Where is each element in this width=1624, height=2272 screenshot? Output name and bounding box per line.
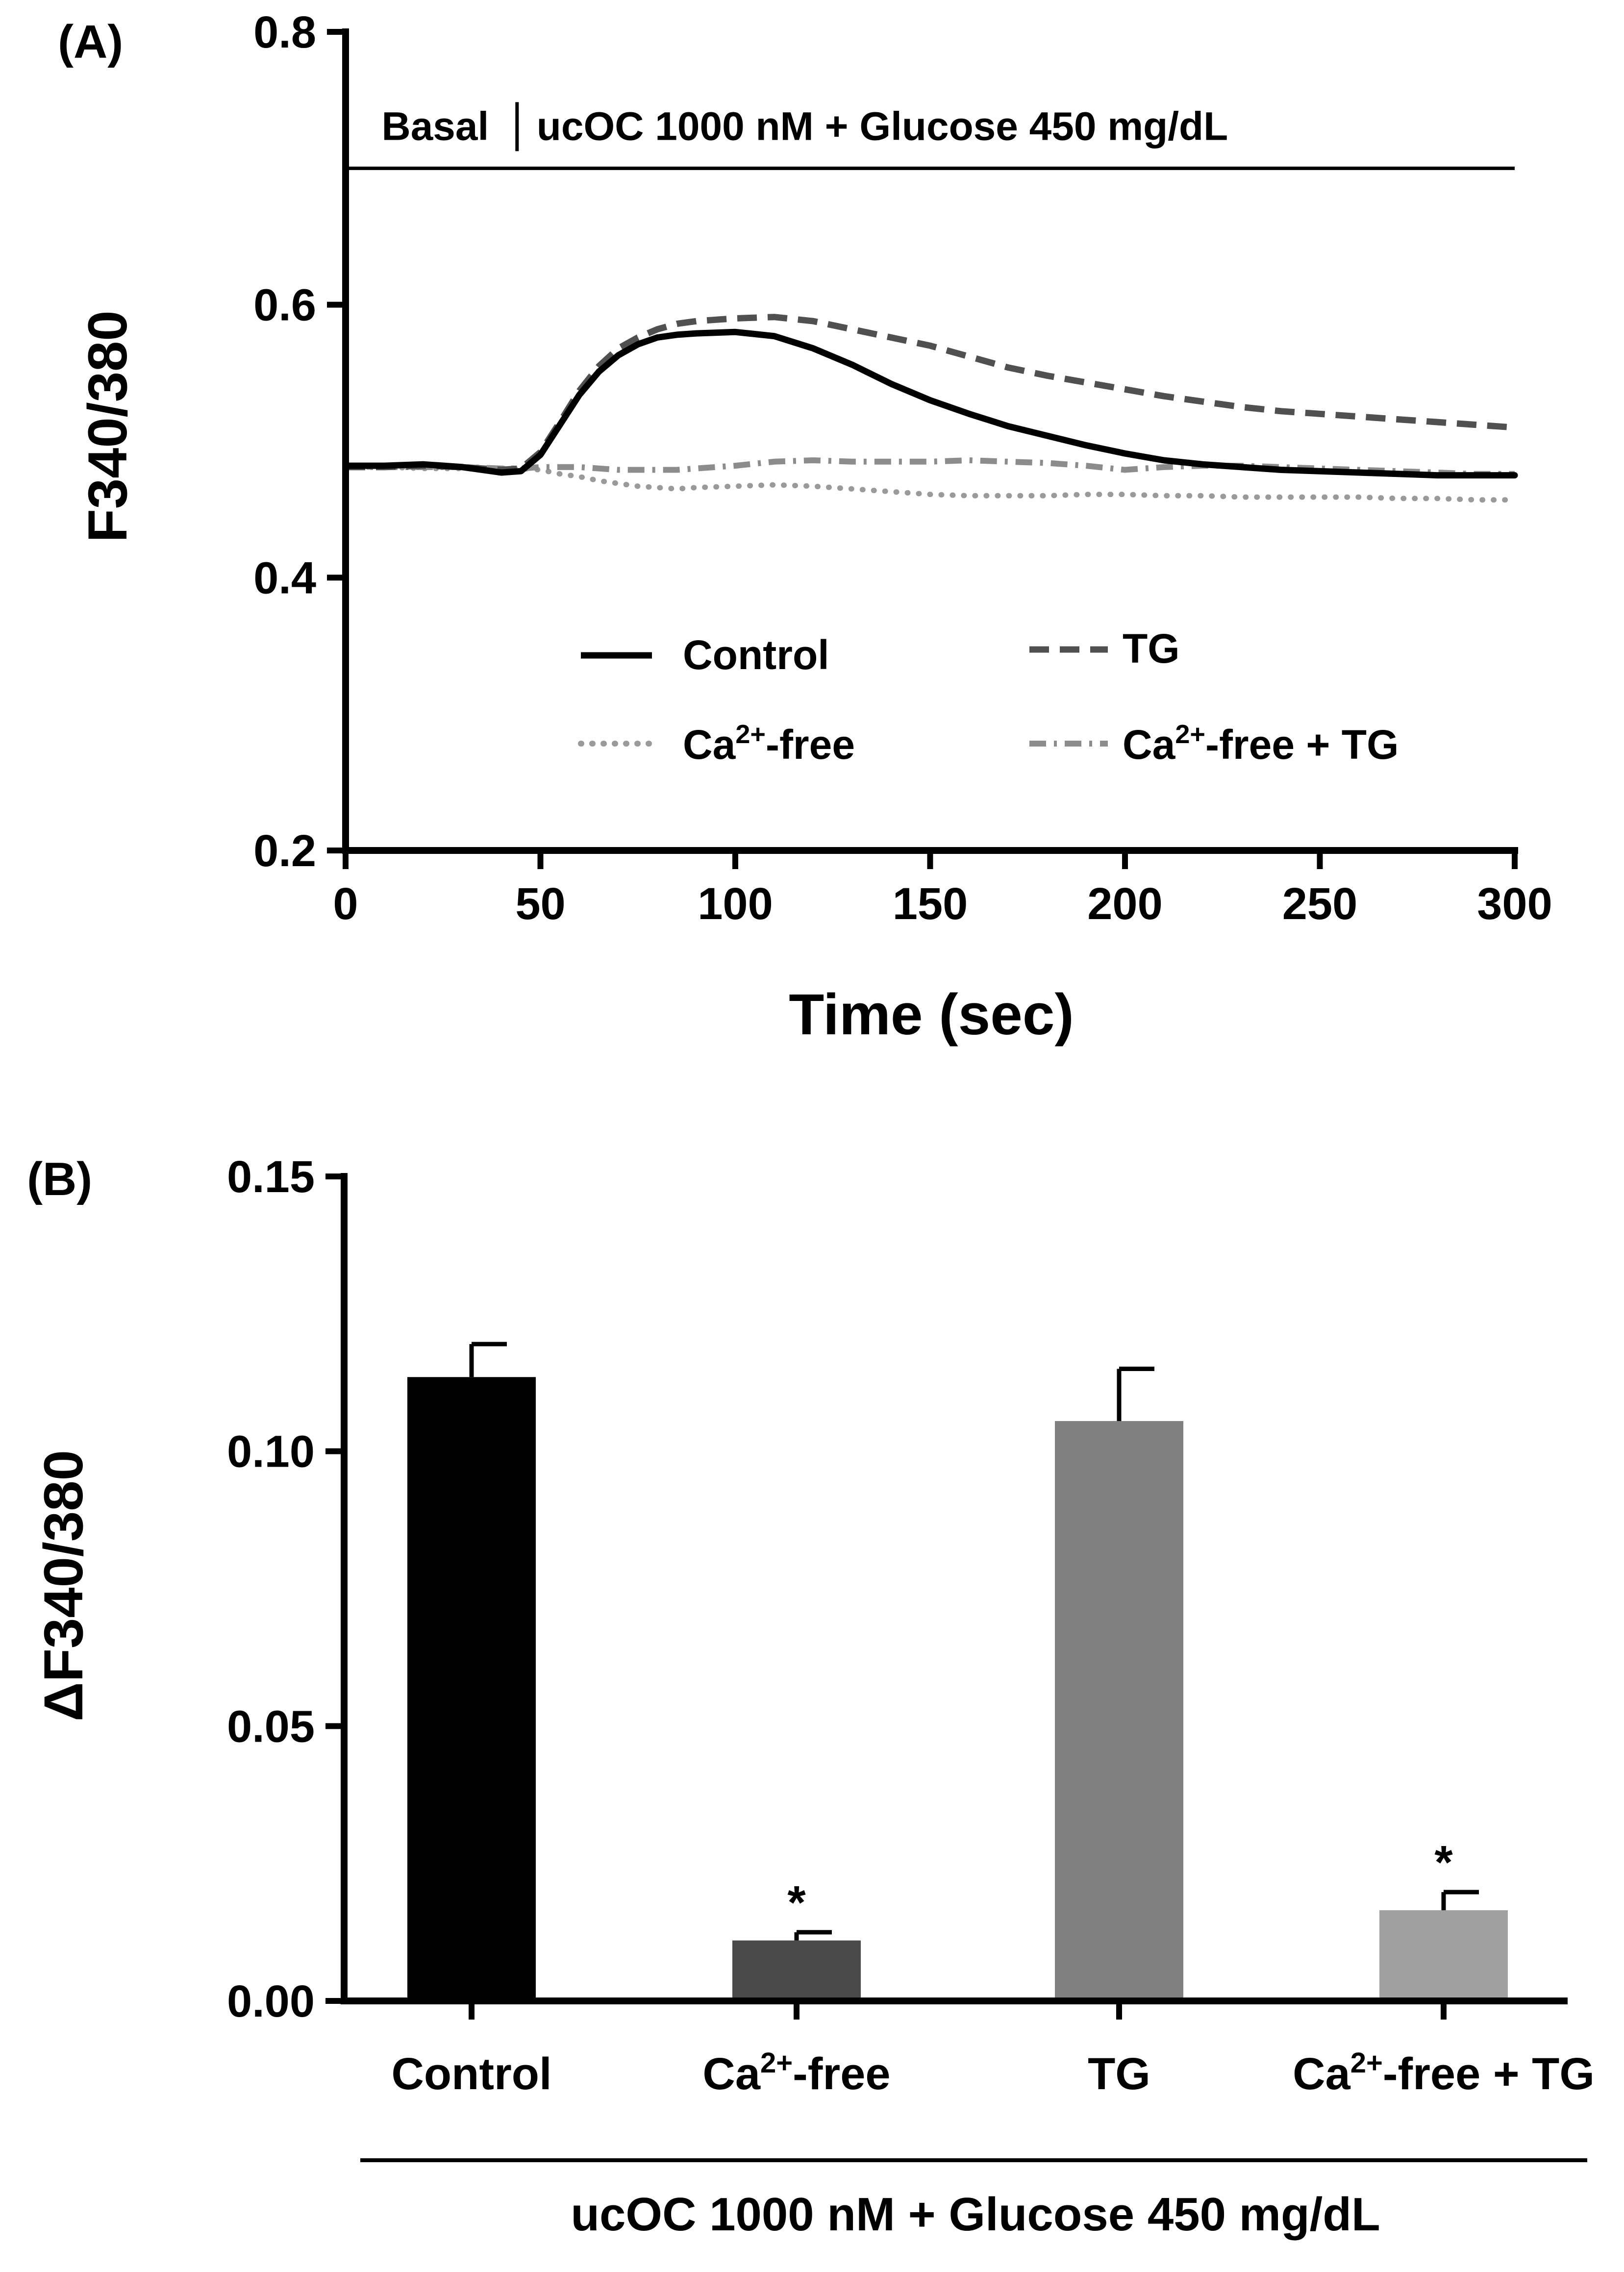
legend-ca-free-tg-sup: 2+	[1175, 720, 1205, 749]
panel-b-label: (B)	[27, 1153, 92, 1205]
panel-b-y-ticks: 0.00 0.05 0.10 0.15	[227, 1152, 344, 2026]
bar-tg	[1055, 1421, 1183, 2001]
panel-a-series	[342, 314, 1518, 503]
significance-marker: *	[1434, 1836, 1453, 1889]
y-tick-label: 0.15	[227, 1152, 315, 1202]
category-label: Ca2+-free	[702, 2047, 890, 2099]
panel-a-y-axis-title: F340/380	[77, 310, 138, 542]
y-tick-label: 0.05	[227, 1701, 315, 1751]
panel-b-y-axis-title: ΔF340/380	[33, 1450, 94, 1722]
bar-ca-free	[732, 1940, 861, 2001]
category-label: Ca2+-free + TG	[1293, 2047, 1595, 2099]
legend-ca-free-tg-suffix: -free + TG	[1205, 722, 1399, 768]
legend-label-ca-free: Ca2+-free	[683, 720, 855, 768]
panel-a-label: (A)	[58, 16, 123, 68]
y-tick-label: 0.8	[253, 7, 316, 57]
y-tick-label: 0.10	[227, 1427, 315, 1477]
x-tick-label: 300	[1477, 879, 1552, 929]
panel-a-legend: Control TG Ca2+-free Ca2+-free + TG	[578, 625, 1399, 768]
legend-ca-free-base: Ca	[683, 722, 736, 768]
treatment-label: ucOC 1000 nM + Glucose 450 mg/dL	[537, 104, 1228, 149]
x-tick-label: 100	[698, 879, 773, 929]
y-tick-label: 0.4	[253, 553, 316, 603]
bar-control	[407, 1377, 536, 2001]
series-line-control	[342, 328, 1518, 479]
panel-a-y-ticks: 0.2 0.4 0.6 0.8	[253, 7, 346, 876]
legend-label-control: Control	[683, 632, 829, 678]
panel-a-x-ticks: 0 50 100 150 200 250 300	[333, 850, 1552, 929]
panel-b-bars: **	[407, 1342, 1508, 2001]
legend-ca-free-sup: 2+	[735, 720, 766, 749]
panel-a-treatment-bar: Basal ucOC 1000 nM + Glucose 450 mg/dL	[346, 102, 1515, 170]
basal-label: Basal	[381, 104, 489, 149]
category-label: TG	[1088, 2049, 1150, 2099]
bar-ca-free-tg	[1379, 1910, 1508, 2001]
x-tick-label: 250	[1282, 879, 1358, 929]
category-label: Control	[391, 2049, 551, 2099]
y-tick-label: 0.00	[227, 1976, 315, 2026]
x-tick-label: 150	[893, 879, 968, 929]
panel-b-x-ticks: Control Ca2+-free TG Ca2+-free + TG	[391, 2001, 1595, 2099]
significance-marker: *	[787, 1876, 806, 1929]
series-line-tg	[346, 314, 1515, 473]
y-tick-label: 0.6	[253, 280, 316, 330]
y-tick-label: 0.2	[253, 826, 316, 876]
x-tick-label: 50	[515, 879, 565, 929]
x-tick-label: 200	[1087, 879, 1163, 929]
panel-b: (B) ΔF340/380 0.000.050.100.15 ** Contro…	[27, 1152, 1595, 2241]
panel-a-x-axis-title: Time (sec)	[789, 982, 1074, 1047]
legend-label-ca-free-tg: Ca2+-free + TG	[1123, 720, 1399, 768]
x-tick-label: 0	[333, 879, 358, 929]
group-label: ucOC 1000 nM + Glucose 450 mg/dL	[571, 2188, 1380, 2241]
legend-ca-free-tg-base: Ca	[1123, 722, 1176, 768]
legend-label-tg: TG	[1123, 625, 1180, 672]
legend-ca-free-suffix: -free	[766, 722, 855, 768]
panel-a: (A) F340/380 Time (sec) 0.2 0.4 0.6 0.8 0 50…	[58, 7, 1552, 1047]
